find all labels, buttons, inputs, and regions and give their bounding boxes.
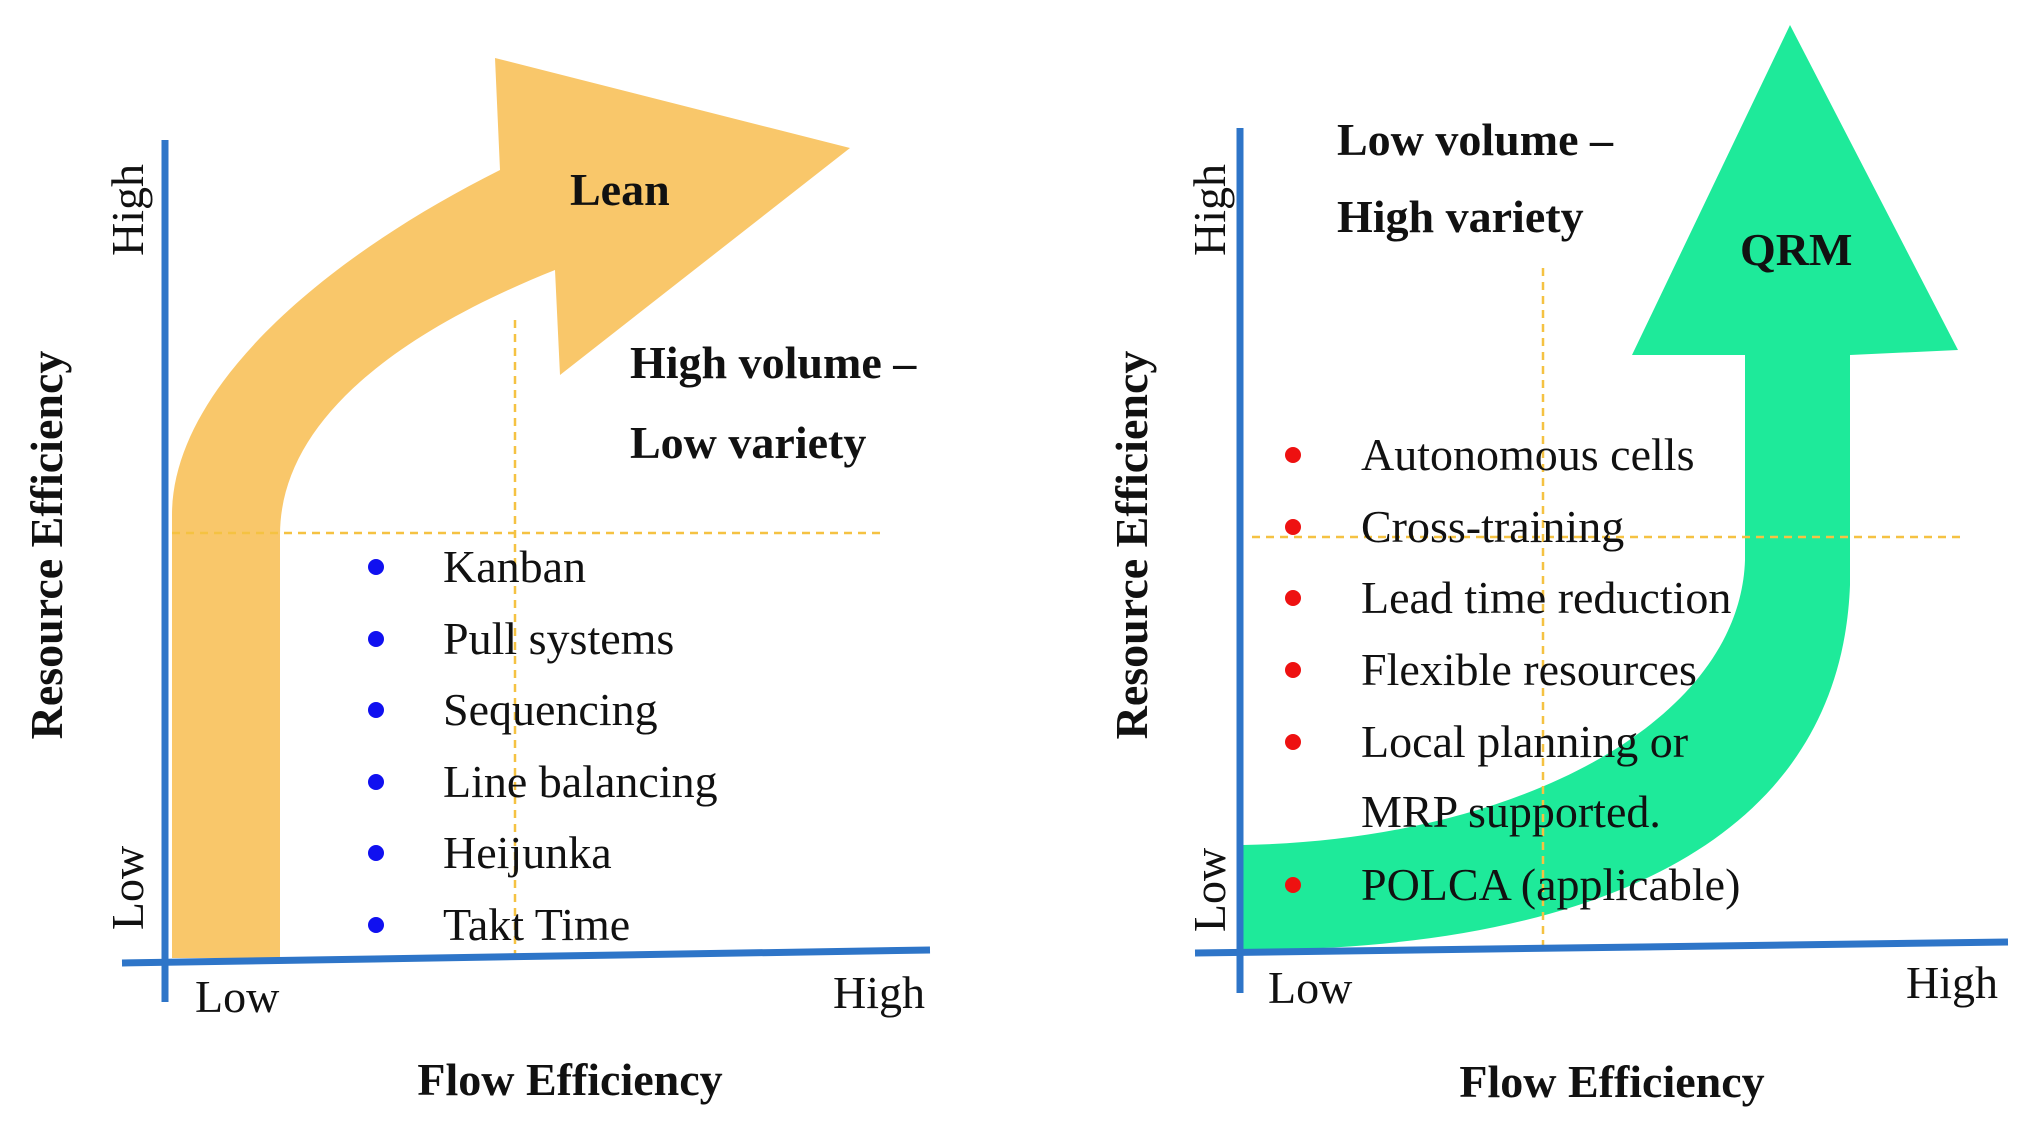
qrm-arrow-label: QRM xyxy=(1740,224,1852,275)
right-region-title-line2: High variety xyxy=(1337,191,1584,242)
left-item-3: Line balancing xyxy=(443,756,718,807)
right-item-list: Autonomous cells Cross-training Lead tim… xyxy=(1285,429,1740,910)
left-item-4: Heijunka xyxy=(443,827,612,878)
right-item-3: Flexible resources xyxy=(1361,644,1697,695)
right-item-bullet xyxy=(1285,734,1301,750)
qrm-arrow xyxy=(1243,25,1958,950)
right-y-axis-title: Resource Efficiency xyxy=(1106,351,1157,740)
left-x-high-label: High xyxy=(833,967,925,1018)
left-region-title-line2: Low variety xyxy=(630,417,866,468)
right-item-bullet xyxy=(1285,447,1301,463)
left-item-1: Pull systems xyxy=(443,613,674,664)
left-item-0: Kanban xyxy=(443,541,586,592)
right-item-1: Cross-training xyxy=(1361,501,1624,552)
left-item-bullet xyxy=(368,702,384,718)
right-item-6: POLCA (applicable) xyxy=(1361,859,1740,910)
left-item-bullet xyxy=(368,559,384,575)
right-item-bullet xyxy=(1285,877,1301,893)
right-item-5: MRP supported. xyxy=(1361,786,1661,837)
right-y-low-label: Low xyxy=(1184,847,1235,932)
right-item-bullet xyxy=(1285,662,1301,678)
left-y-axis-title: Resource Efficiency xyxy=(21,351,72,740)
left-item-bullet xyxy=(368,845,384,861)
left-item-bullet xyxy=(368,631,384,647)
right-region-title-line1: Low volume – xyxy=(1337,114,1614,165)
left-item-5: Takt Time xyxy=(443,899,630,950)
left-item-bullet xyxy=(368,917,384,933)
right-x-high-label: High xyxy=(1906,957,1998,1008)
left-item-bullet xyxy=(368,774,384,790)
right-item-0: Autonomous cells xyxy=(1361,429,1694,480)
right-item-4: Local planning or xyxy=(1361,716,1688,767)
left-item-2: Sequencing xyxy=(443,684,658,735)
left-region-title-line1: High volume – xyxy=(630,337,917,388)
left-y-high-label: High xyxy=(102,164,153,256)
left-x-axis-title: Flow Efficiency xyxy=(417,1054,722,1105)
left-item-list: Kanban Pull systems Sequencing Line bala… xyxy=(368,541,718,950)
left-x-low-label: Low xyxy=(195,971,280,1022)
right-y-high-label: High xyxy=(1184,164,1235,256)
lean-arrow xyxy=(172,58,850,958)
right-x-low-label: Low xyxy=(1268,962,1353,1013)
right-item-bullet xyxy=(1285,519,1301,535)
right-item-2: Lead time reduction xyxy=(1361,572,1731,623)
right-panel: QRM Low volume – High variety Flow Effic… xyxy=(1106,25,2009,1107)
right-item-bullet xyxy=(1285,590,1301,606)
right-x-axis-title: Flow Efficiency xyxy=(1459,1056,1764,1107)
left-panel: Lean High volume – Low variety Flow Effi… xyxy=(21,58,931,1105)
left-y-low-label: Low xyxy=(102,845,153,930)
left-x-axis xyxy=(121,946,931,967)
lean-arrow-label: Lean xyxy=(570,164,670,215)
right-x-axis xyxy=(1194,938,2009,957)
